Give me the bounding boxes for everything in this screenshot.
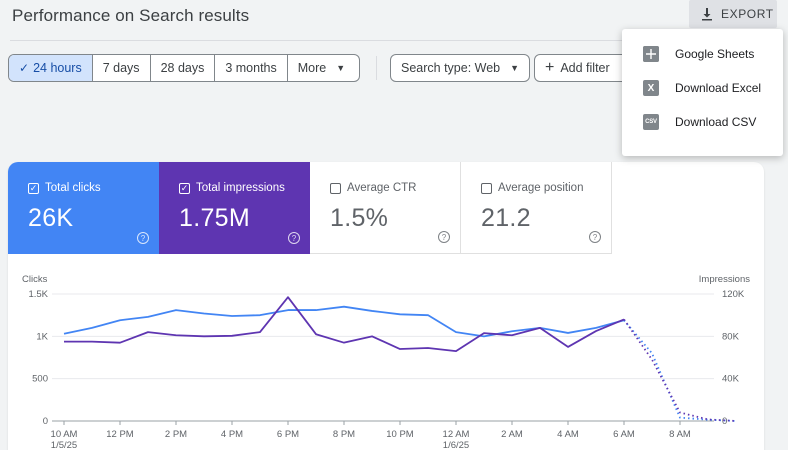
filter-divider — [376, 56, 377, 80]
left-tick-label: 500 — [32, 374, 48, 385]
help-icon[interactable]: ? — [288, 232, 300, 244]
checkbox-checked-icon[interactable]: ✓ — [28, 182, 39, 194]
metric-total-impressions[interactable]: ✓ Total impressions 1.75M ? — [159, 162, 310, 254]
download-icon — [702, 8, 712, 21]
help-icon[interactable]: ? — [589, 231, 601, 243]
series-line-partial-clicks — [623, 319, 737, 422]
search-type-label: Search type: Web — [401, 61, 501, 75]
left-tick-label: 1K — [36, 331, 48, 342]
date-option-24-hours[interactable]: ✓ 24 hours — [9, 55, 93, 81]
metric-label: Total impressions — [196, 182, 285, 194]
x-tick-label: 12 AM — [443, 429, 470, 440]
left-tick-label: 0 — [43, 416, 48, 427]
x-tick-label: 4 PM — [221, 429, 243, 440]
metric-value: 21.2 — [481, 204, 531, 232]
right-tick-label: 40K — [722, 374, 740, 385]
date-range-selector: ✓ 24 hours 7 days 28 days 3 months More … — [8, 54, 361, 82]
date-option-label: 7 days — [102, 61, 140, 75]
checkbox-unchecked-icon[interactable] — [330, 182, 341, 194]
metric-average-ctr[interactable]: Average CTR 1.5% ? — [310, 162, 461, 254]
metric-label: Average CTR — [347, 182, 417, 194]
export-menu: Google Sheets X Download Excel CSV Downl… — [622, 29, 783, 156]
date-option-28-days[interactable]: 28 days — [151, 55, 216, 81]
x-tick-label: 10 AM — [51, 429, 78, 440]
date-more-button[interactable]: More ▼ — [288, 55, 359, 81]
metric-value: 1.75M — [179, 204, 250, 232]
date-option-label: 24 hours — [33, 61, 82, 75]
performance-chart: Clicks Impressions 0 500 1K 1.5K 0 40K 80K 120K… — [22, 274, 750, 450]
date-option-3-months[interactable]: 3 months — [215, 55, 288, 81]
right-tick-label: 80K — [722, 331, 740, 342]
menu-item-label: Download Excel — [675, 81, 762, 95]
checkbox-unchecked-icon[interactable] — [481, 182, 492, 194]
excel-icon: X — [643, 80, 659, 96]
add-filter-button[interactable]: + Add filter — [534, 54, 634, 82]
export-button[interactable]: EXPORT — [689, 0, 777, 28]
x-tick-label: 6 AM — [613, 429, 635, 440]
left-tick-label: 1.5K — [28, 289, 48, 300]
performance-card: ✓ Total clicks 26K ? ✓ Total impressions… — [8, 162, 764, 450]
help-icon[interactable]: ? — [137, 232, 149, 244]
page-title: Performance on Search results — [12, 6, 250, 25]
x-tick-label: 8 PM — [333, 429, 355, 440]
csv-icon: CSV — [643, 114, 659, 130]
checkbox-checked-icon[interactable]: ✓ — [179, 182, 190, 194]
date-option-label: 28 days — [160, 61, 205, 75]
right-tick-label: 0 — [722, 416, 727, 427]
x-sub-label: 1/5/25 — [51, 440, 77, 450]
date-option-label: 3 months — [225, 61, 277, 75]
metric-total-clicks[interactable]: ✓ Total clicks 26K ? — [8, 162, 159, 254]
left-axis-label: Clicks — [22, 274, 48, 285]
series-line-clicks — [63, 305, 625, 338]
right-axis-label: Impressions — [699, 274, 750, 285]
metric-value: 26K — [28, 204, 74, 232]
search-type-dropdown[interactable]: Search type: Web ▼ — [390, 54, 531, 82]
date-option-7-days[interactable]: 7 days — [93, 55, 151, 81]
x-tick-label: 4 AM — [557, 429, 579, 440]
metric-label: Total clicks — [45, 182, 101, 194]
series-line-impressions — [64, 296, 625, 353]
sheets-icon — [643, 46, 659, 62]
plus-icon: + — [545, 59, 555, 76]
x-tick-label: 8 AM — [669, 429, 691, 440]
metric-label: Average position — [498, 182, 584, 194]
add-filter-label: Add filter — [560, 61, 610, 75]
menu-item-download-excel[interactable]: X Download Excel — [622, 71, 783, 105]
check-icon: ✓ — [19, 61, 30, 75]
menu-item-google-sheets[interactable]: Google Sheets — [622, 37, 783, 71]
menu-item-label: Google Sheets — [675, 47, 755, 61]
series-line-partial-impressions — [623, 318, 737, 422]
x-tick-label: 6 PM — [277, 429, 299, 440]
metric-average-position[interactable]: Average position 21.2 ? — [461, 162, 612, 254]
x-tick-label: 2 PM — [165, 429, 187, 440]
export-label: EXPORT — [721, 7, 774, 21]
x-sub-label: 1/6/25 — [443, 440, 469, 450]
caret-down-icon: ▼ — [510, 63, 520, 73]
x-tick-label: 2 AM — [501, 429, 523, 440]
header-divider — [10, 40, 768, 41]
x-tick-label: 12 PM — [106, 429, 134, 440]
menu-item-label: Download CSV — [675, 115, 757, 129]
caret-down-icon: ▼ — [336, 63, 346, 73]
more-label: More — [297, 61, 327, 75]
metric-value: 1.5% — [330, 204, 389, 232]
help-icon[interactable]: ? — [438, 231, 450, 243]
right-tick-label: 120K — [722, 289, 745, 300]
x-tick-label: 10 PM — [386, 429, 414, 440]
menu-item-download-csv[interactable]: CSV Download CSV — [622, 105, 783, 139]
